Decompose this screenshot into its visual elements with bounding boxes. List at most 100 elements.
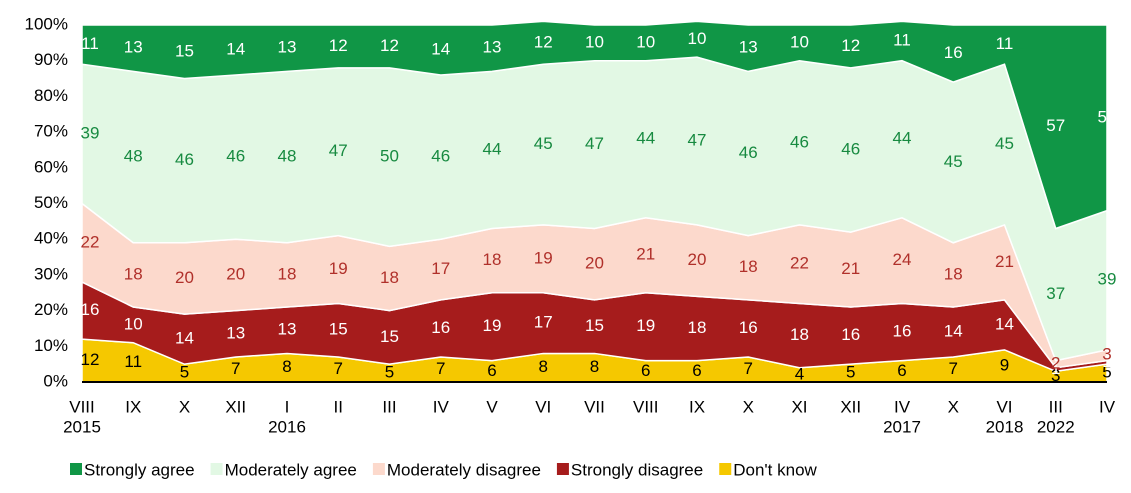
x-tick-label: XII <box>225 397 246 416</box>
x-tick-label: V <box>486 397 498 416</box>
x-tick-label: IV <box>433 397 450 416</box>
data-label: 13 <box>278 38 297 57</box>
data-label: 20 <box>688 250 707 269</box>
legend-label: Don't know <box>733 460 817 479</box>
data-label: 52 <box>1098 107 1117 126</box>
data-label: 19 <box>329 259 348 278</box>
data-label: 20 <box>226 264 245 283</box>
data-label: 6 <box>692 361 701 380</box>
legend-swatch <box>719 463 732 475</box>
x-tick-label: X <box>743 397 754 416</box>
data-label: 10 <box>636 32 655 51</box>
legend-swatch <box>556 463 569 475</box>
x-tick-label: VI <box>996 397 1012 416</box>
data-label: 50 <box>380 147 399 166</box>
data-label: 11 <box>893 31 911 50</box>
data-label: 15 <box>329 320 348 339</box>
data-label: 9 <box>1000 355 1009 374</box>
data-label: 46 <box>790 132 809 151</box>
legend-label: Strongly disagree <box>571 460 703 479</box>
y-tick-label: 40% <box>34 229 68 248</box>
data-label: 5 <box>180 363 189 382</box>
data-label: 15 <box>585 316 604 335</box>
x-tick-label: VIII <box>69 397 95 416</box>
data-label: 47 <box>329 141 348 160</box>
data-label: 14 <box>995 314 1014 333</box>
data-label: 47 <box>688 131 707 150</box>
data-label: 22 <box>790 254 809 273</box>
data-label: 6 <box>641 361 650 380</box>
area <box>81 20 1108 230</box>
data-label: 13 <box>278 320 297 339</box>
data-label: 6 <box>487 361 496 380</box>
data-label: 20 <box>175 268 194 287</box>
data-label: 13 <box>124 38 143 57</box>
x-tick-label: VI <box>535 397 551 416</box>
y-tick-label: 20% <box>34 300 68 319</box>
data-label: 11 <box>81 34 99 53</box>
legend-label: Moderately disagree <box>387 460 541 479</box>
data-label: 11 <box>124 352 142 371</box>
data-label: 20 <box>585 254 604 273</box>
x-year-label: 2017 <box>883 417 921 436</box>
y-tick-label: 10% <box>34 336 68 355</box>
data-label: 14 <box>226 39 245 58</box>
data-label: 44 <box>483 139 502 158</box>
x-year-label: 2016 <box>268 417 306 436</box>
y-tick-label: 30% <box>34 264 68 283</box>
data-label: 17 <box>534 313 553 332</box>
data-label: 37 <box>1046 284 1065 303</box>
data-label: 16 <box>944 43 963 62</box>
data-label: 14 <box>944 322 963 341</box>
data-label: 57 <box>1046 116 1065 135</box>
data-label: 1 <box>1102 352 1111 371</box>
data-label: 7 <box>231 359 240 378</box>
data-label: 18 <box>688 318 707 337</box>
data-label: 47 <box>585 134 604 153</box>
y-tick-label: 100% <box>25 14 68 33</box>
data-label: 44 <box>636 129 655 148</box>
legend-label: Strongly agree <box>84 460 195 479</box>
x-tick-label: II <box>334 397 343 416</box>
data-label: 46 <box>739 143 758 162</box>
data-label: 10 <box>124 314 143 333</box>
x-tick-label: IX <box>689 397 705 416</box>
data-label: 15 <box>175 41 194 60</box>
data-label: 10 <box>790 32 809 51</box>
data-label: 46 <box>226 147 245 166</box>
data-label: 7 <box>436 359 445 378</box>
x-tick-label: IX <box>125 397 141 416</box>
data-label: 6 <box>897 361 906 380</box>
x-tick-label: VIII <box>633 397 659 416</box>
data-label: 3 <box>1102 345 1111 364</box>
x-tick-label: X <box>948 397 959 416</box>
data-label: 18 <box>944 264 963 283</box>
data-label: 18 <box>278 264 297 283</box>
data-label: 13 <box>483 38 502 57</box>
x-tick-label: XI <box>791 397 807 416</box>
x-tick-label: XII <box>840 397 861 416</box>
data-label: 12 <box>81 350 100 369</box>
data-label: 45 <box>944 152 963 171</box>
data-label: 1 <box>1051 359 1060 378</box>
x-tick-label: IV <box>1099 397 1116 416</box>
data-label: 11 <box>996 34 1014 53</box>
y-tick-label: 60% <box>34 157 68 176</box>
data-label: 7 <box>949 359 958 378</box>
data-label: 21 <box>841 259 860 278</box>
data-label: 12 <box>380 36 399 55</box>
data-label: 39 <box>1098 270 1117 289</box>
legend-swatch <box>372 463 385 475</box>
data-label: 10 <box>585 32 604 51</box>
data-label: 18 <box>380 268 399 287</box>
data-label: 7 <box>744 359 753 378</box>
x-tick-label: X <box>179 397 190 416</box>
y-tick-label: 0% <box>43 371 68 390</box>
data-label: 22 <box>81 232 100 251</box>
data-label: 48 <box>278 147 297 166</box>
data-label: 12 <box>534 32 553 51</box>
x-tick-label: IV <box>894 397 911 416</box>
y-tick-label: 70% <box>34 122 68 141</box>
data-label: 48 <box>124 147 143 166</box>
x-tick-label: III <box>382 397 396 416</box>
